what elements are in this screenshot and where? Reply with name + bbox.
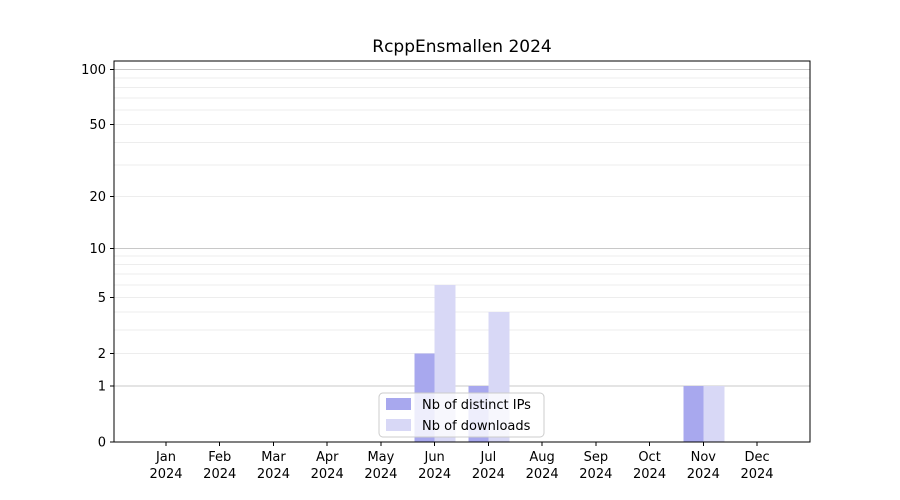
x-axis-tick-label-month: Nov: [691, 450, 717, 465]
x-axis-tick-label-year: 2024: [633, 467, 666, 482]
x-axis-tick-label-month: Mar: [261, 450, 286, 465]
legend-label: Nb of downloads: [422, 419, 531, 434]
plot-border: [113, 60, 811, 443]
chart-title: RcppEnsmallen 2024: [372, 37, 551, 57]
x-axis-tick-label-month: Jan: [155, 450, 176, 465]
legend-label: Nb of distinct IPs: [422, 398, 531, 413]
bar-nov-s1: [703, 386, 725, 442]
legend-swatch: [386, 419, 411, 431]
x-axis-tick-label-month: Apr: [316, 450, 339, 465]
legend-box: [378, 392, 545, 438]
x-axis-tick-label-year: 2024: [203, 467, 236, 482]
x-axis-tick-label-year: 2024: [472, 467, 505, 482]
x-axis-tick-label-year: 2024: [149, 467, 182, 482]
legend: Nb of distinct IPs Nb of downloads: [378, 392, 545, 438]
x-axis-tick-label-month: Jul: [480, 450, 497, 465]
x-axis-tick-label-month: Jun: [423, 450, 444, 465]
x-axis-tick-label-year: 2024: [579, 467, 612, 482]
y-axis-tick-label: 2: [98, 347, 106, 362]
x-axis-tick-label-year: 2024: [418, 467, 451, 482]
y-axis-tick-label: 1: [98, 380, 106, 395]
y-axis-tick-label: 5: [98, 291, 106, 306]
y-axis-tick-label: 50: [89, 118, 106, 133]
x-axis-tick-label-year: 2024: [257, 467, 290, 482]
x-axis-tick-label-year: 2024: [740, 467, 773, 482]
y-axis-tick-label: 10: [89, 242, 106, 257]
x-axis-tick-label-month: Sep: [584, 450, 609, 465]
bar-nov-s0: [683, 386, 704, 442]
legend-swatch: [386, 398, 411, 410]
x-axis-tick-label-month: Aug: [529, 450, 554, 465]
y-axis-tick-label: 100: [81, 63, 106, 78]
x-axis-tick-label-year: 2024: [687, 467, 720, 482]
y-axis-tick-label: 20: [89, 190, 106, 205]
x-axis-tick-label-month: Dec: [744, 450, 769, 465]
x-axis-tick-label-month: Feb: [208, 450, 231, 465]
x-axis-tick-label-month: Oct: [638, 450, 660, 465]
x-axis-tick-label-month: May: [367, 450, 394, 465]
x-axis-tick-label-year: 2024: [526, 467, 559, 482]
x-axis-tick-label-year: 2024: [311, 467, 344, 482]
gridlines-layer: [114, 69, 810, 387]
x-axis-tick-label-year: 2024: [364, 467, 397, 482]
axes-layer: 0 1 2 5 10 20 50 100 Jan 2024 Feb 2024 Mar 2024 Apr 202…: [81, 60, 811, 482]
y-axis-tick-label: 0: [98, 436, 106, 451]
